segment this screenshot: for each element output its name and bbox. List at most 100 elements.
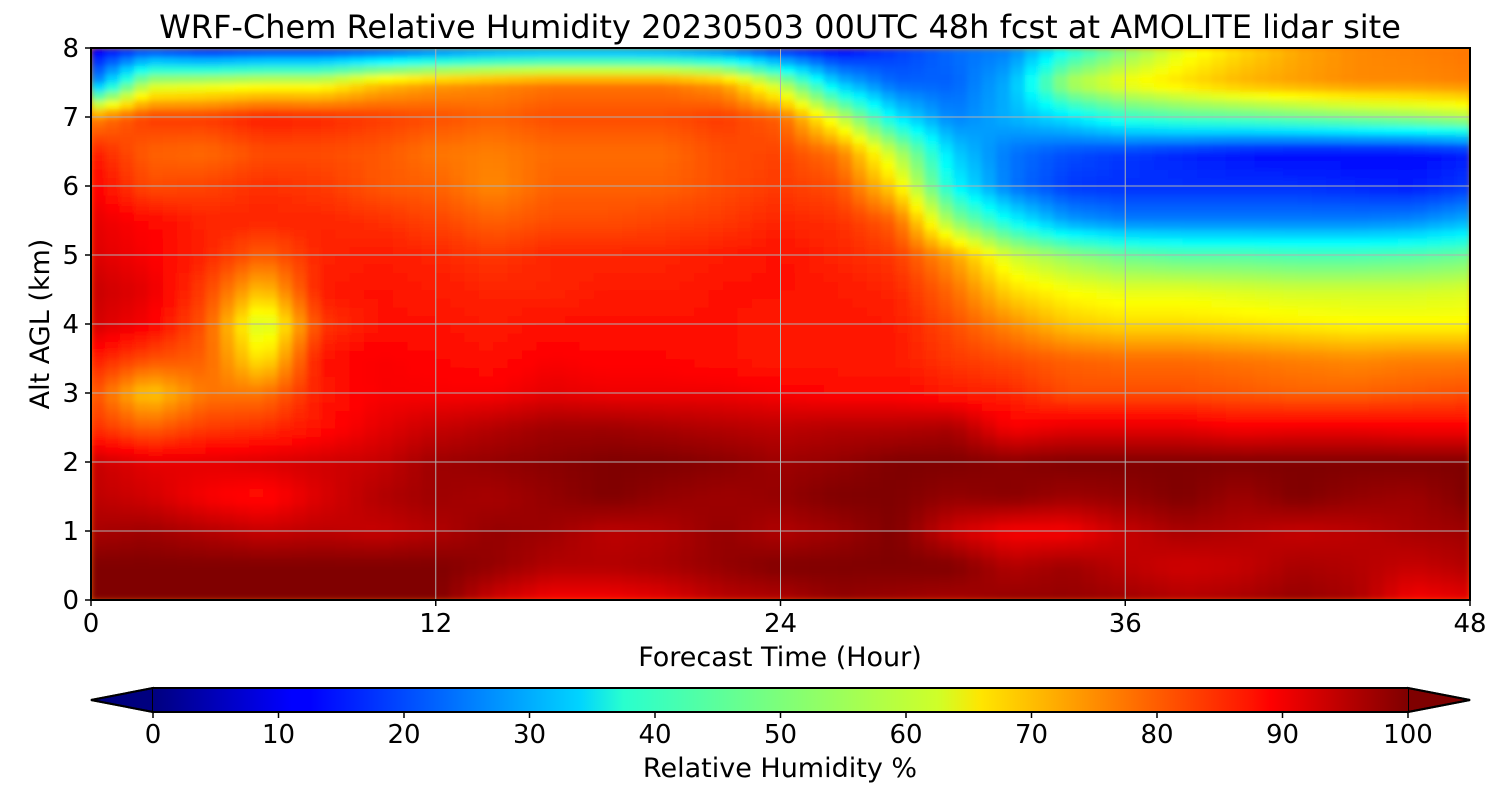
heat-cell [507,237,523,248]
heat-cell [320,349,336,360]
heat-cell [119,91,135,101]
heat-cell [521,479,538,489]
heat-cell [794,237,811,248]
heat-cell [938,246,954,256]
heat-cell [234,246,250,256]
heat-cell [464,522,480,532]
heat-cell [952,160,969,170]
heat-cell [277,574,293,584]
heat-cell [881,324,897,334]
heat-cell [737,168,753,179]
heat-cell [1125,168,1141,179]
heat-cell [1024,436,1040,446]
heat-cell [234,384,250,394]
heat-cell [866,82,882,92]
heat-cell [952,418,969,429]
heat-cell [536,82,552,92]
heat-cell [392,177,408,187]
heat-cell [665,125,681,136]
heat-cell [1197,315,1213,325]
heat-cell [823,280,839,291]
heat-cell [335,531,351,541]
heat-cell [967,436,983,446]
heat-cell [823,324,839,334]
heat-cell [866,134,882,144]
heat-cell [335,48,351,58]
heat-cell [521,436,538,446]
heat-cell [708,513,724,524]
heat-cell [1197,487,1213,498]
heat-cell [320,487,336,498]
heat-cell [622,211,638,222]
heat-cell [349,548,365,558]
heat-cell [1096,462,1112,472]
heat-cell [895,582,911,593]
heat-cell [1110,134,1127,144]
heat-cell [794,505,811,515]
heat-cell [866,117,882,127]
heat-cell [191,375,207,386]
heat-cell [1225,582,1241,593]
heat-cell [694,539,710,550]
heat-cell [723,358,739,368]
heat-cell [392,436,408,446]
heat-cell [565,203,581,213]
heat-cell [694,237,710,248]
heat-cell [565,151,581,161]
heat-cell [335,177,351,187]
heat-cell [349,91,365,101]
heat-cell [536,186,552,196]
heat-cell [837,401,854,412]
heat-cell [1082,237,1098,248]
heat-cell [924,427,940,437]
heat-cell [1211,332,1227,343]
heat-cell [737,73,753,84]
heat-cell [881,462,897,472]
heat-cell [205,56,222,67]
heat-cell [1082,384,1098,394]
heat-cell [952,427,969,437]
heat-cell [134,108,150,118]
heat-cell [306,220,322,230]
heat-cell [823,48,839,58]
heat-cell [909,367,925,377]
heat-cell [866,168,882,179]
heat-cell [493,591,509,600]
heat-cell [1067,565,1083,575]
heat-cell [1067,229,1083,239]
heat-cell [967,384,983,394]
heat-cell [392,496,408,506]
heat-cell [909,99,925,110]
heat-cell [579,591,595,600]
heat-cell [622,349,638,360]
heat-cell [809,108,825,118]
heat-cell [809,134,825,144]
heat-cell [392,358,408,368]
heat-cell [478,487,494,498]
heat-cell [493,48,509,58]
heat-cell [521,211,538,222]
heat-cell [723,272,739,282]
heat-cell [981,522,997,532]
heat-cell [866,410,882,420]
heat-cell [809,444,825,455]
heat-cell [263,168,279,179]
heat-cell [521,237,538,248]
heat-cell [794,479,811,489]
heat-cell [565,82,581,92]
heat-cell [823,496,839,506]
heat-cell [579,367,595,377]
heat-cell [866,65,882,75]
heat-cell [1082,194,1098,205]
heat-cell [780,470,796,481]
heat-cell [205,48,222,58]
heat-cell [794,591,811,600]
heat-cell [1010,513,1026,524]
heat-cell [177,375,193,386]
heat-cell [809,591,825,600]
heat-cell [780,367,796,377]
heat-cell [335,280,351,291]
heat-cell [852,168,868,179]
heat-cell [665,522,681,532]
heat-cell [651,324,667,334]
